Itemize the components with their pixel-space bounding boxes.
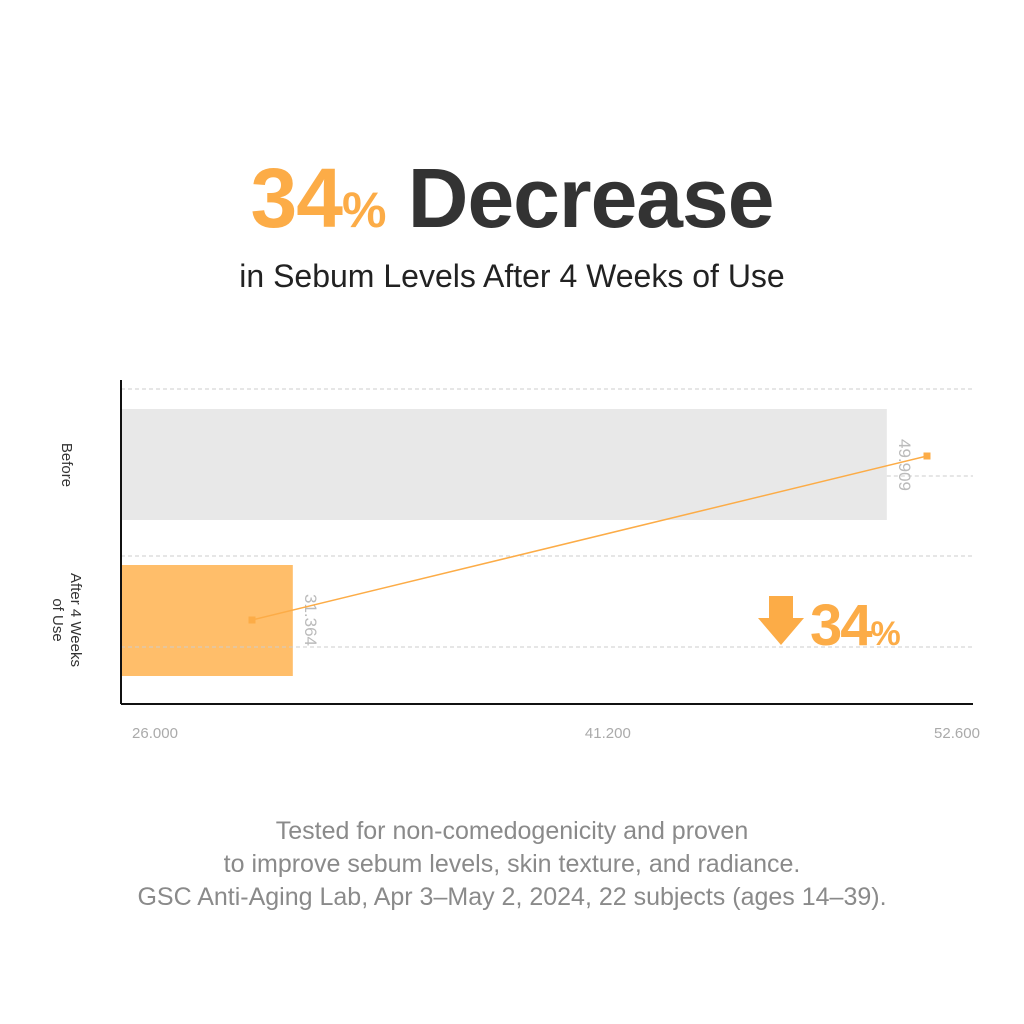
footnote-line: GSC Anti-Aging Lab, Apr 3–May 2, 2024, 2…: [137, 883, 887, 911]
headline-percent-value: 34: [250, 151, 343, 245]
value-label: 49.909: [895, 439, 914, 491]
x-tick-label: 52.600: [934, 725, 980, 742]
headline-percent: 34%: [250, 151, 387, 245]
x-tick-label: 41.200: [585, 725, 631, 742]
x-tick-label: 26.000: [132, 725, 178, 742]
category-label: After 4 Weeks: [67, 573, 84, 667]
value-label: 31.364: [301, 594, 320, 646]
trend-marker: [248, 616, 256, 624]
headline: 34% Decrease: [0, 148, 1024, 260]
footnote: Tested for non-comedogenicity and proven…: [0, 815, 1024, 914]
decrease-annotation: 34%: [810, 593, 901, 658]
footnote-line: to improve sebum levels, skin texture, a…: [223, 850, 801, 878]
category-label: of Use: [49, 598, 66, 641]
category-label: Before: [58, 443, 75, 487]
footnote-line: Tested for non-comedogenicity and proven: [275, 817, 749, 845]
headline-percent-sign: %: [341, 182, 386, 238]
subtitle: in Sebum Levels After 4 Weeks of Use: [239, 258, 785, 294]
bar-after: [121, 565, 293, 676]
headline-word: Decrease: [407, 151, 775, 245]
bar-before: [121, 409, 887, 520]
annotation-value: 34: [810, 593, 872, 658]
down-arrow-icon: [758, 596, 804, 645]
trend-line: [251, 455, 928, 621]
trend-marker: [923, 452, 931, 460]
annotation-sign: %: [871, 615, 901, 653]
